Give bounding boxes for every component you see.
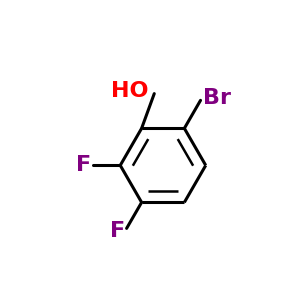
Text: Br: Br — [203, 88, 231, 108]
Text: F: F — [76, 155, 92, 176]
Text: HO: HO — [111, 81, 148, 101]
Text: F: F — [110, 221, 125, 241]
